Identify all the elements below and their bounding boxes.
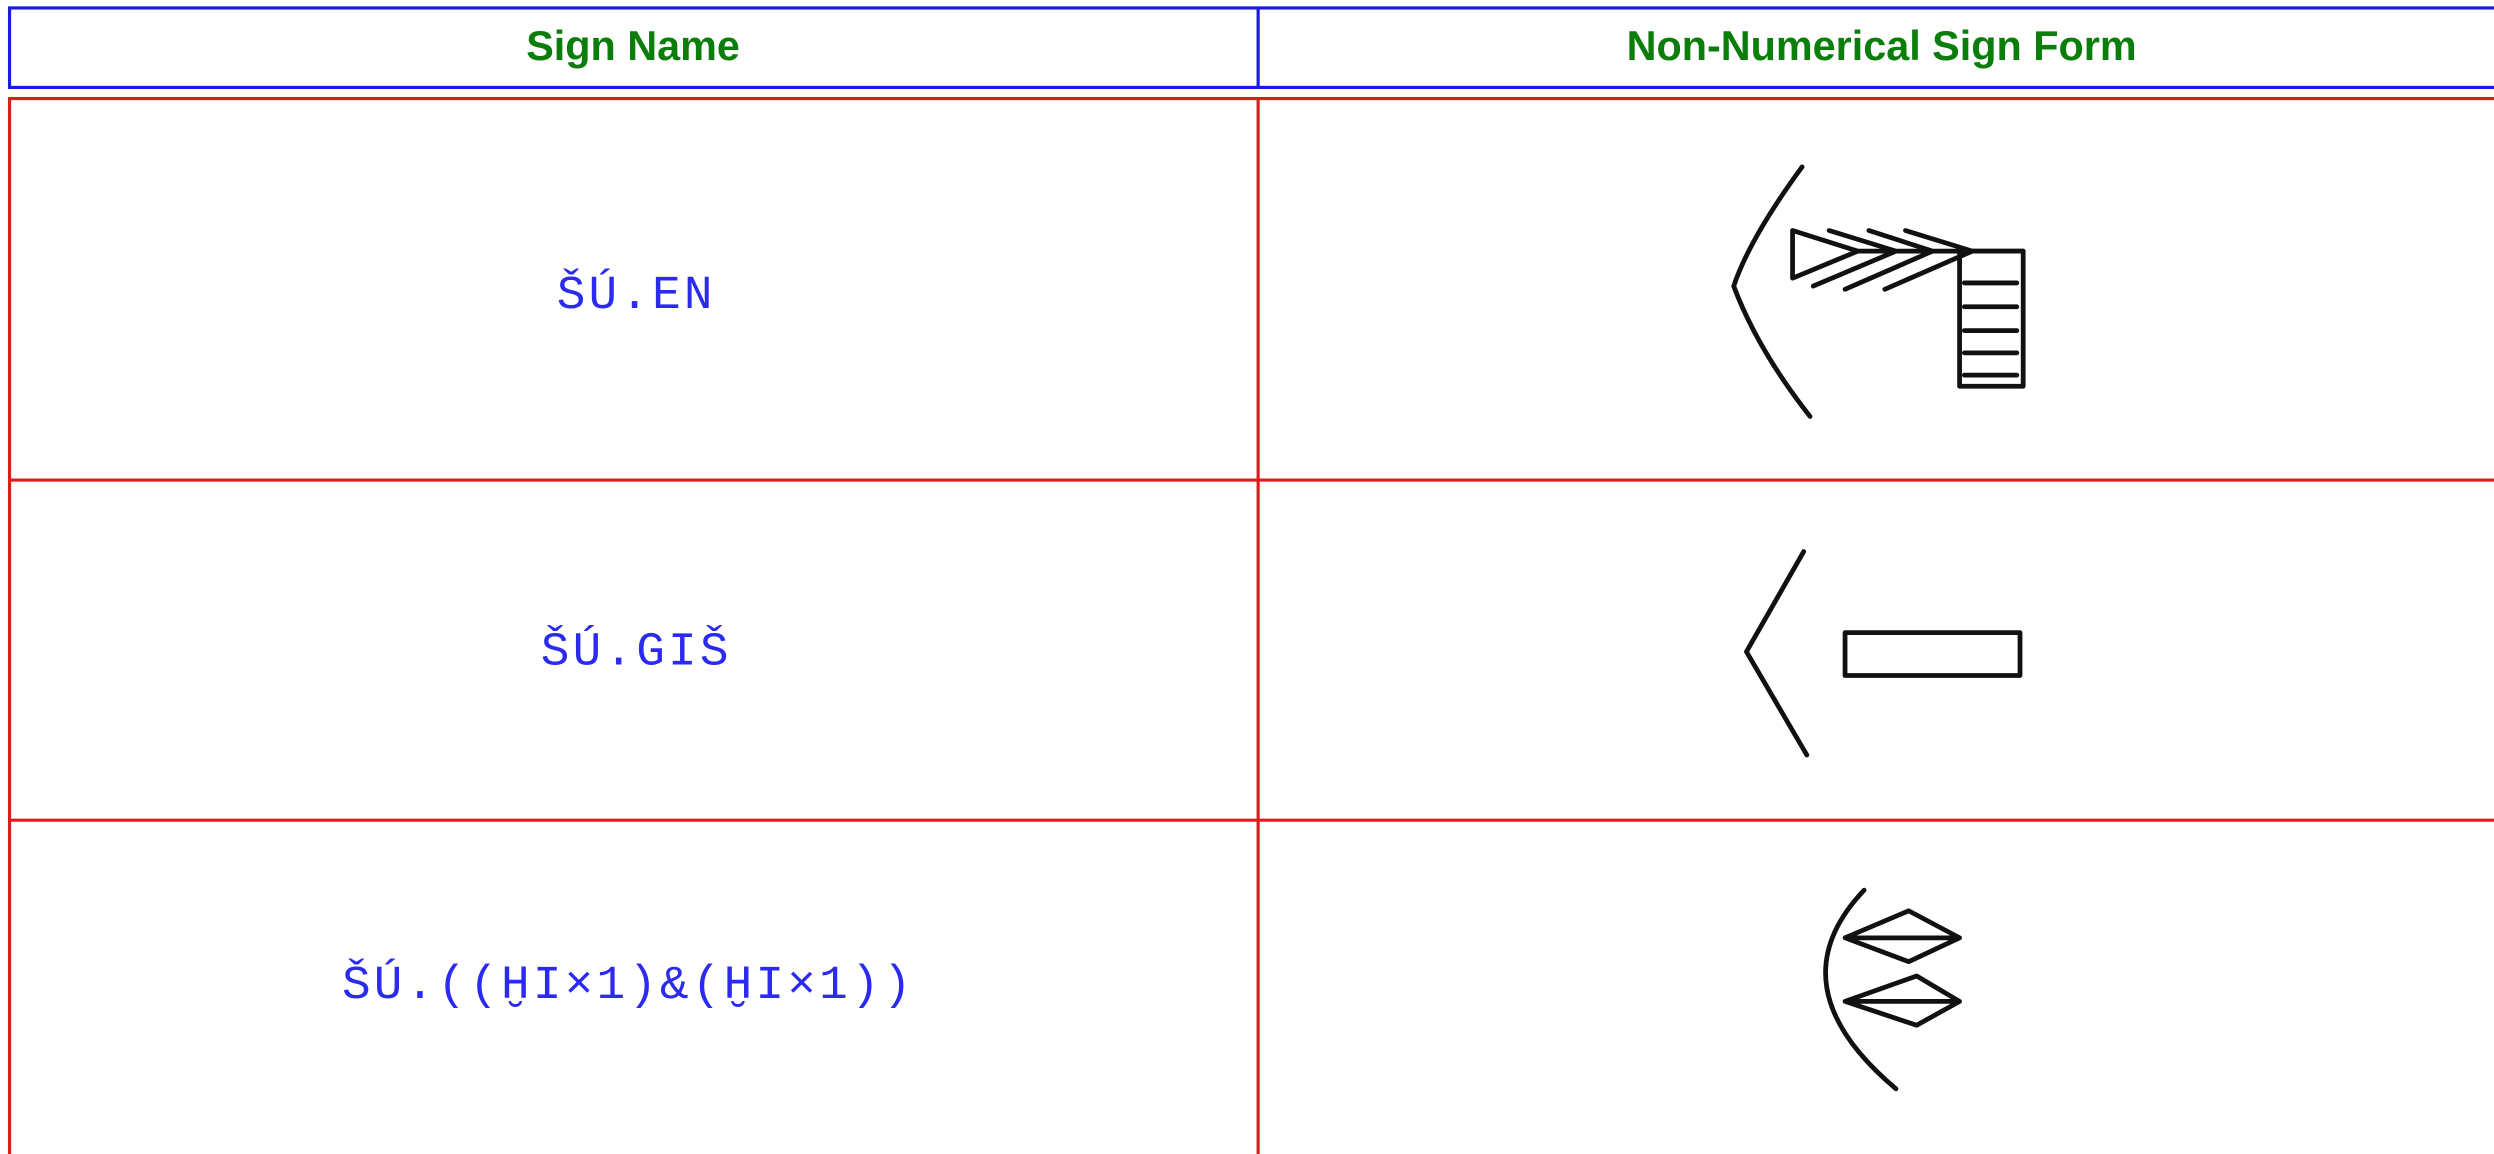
sign-form: [1744, 549, 2023, 758]
sign-name: ŠÚ.EN: [557, 267, 716, 323]
sign-form: [1823, 887, 1962, 1092]
body-grid: [7, 96, 2494, 1154]
sign-name: ŠÚ.GIŠ: [541, 623, 732, 679]
header-cell: Non-Numerical Sign Form: [1627, 23, 2137, 69]
sign-name: ŠÚ.((ḪI×1)&(ḪI×1)): [342, 957, 915, 1013]
header-cell: Sign Name: [526, 23, 740, 69]
sign-form: [1731, 164, 2026, 419]
